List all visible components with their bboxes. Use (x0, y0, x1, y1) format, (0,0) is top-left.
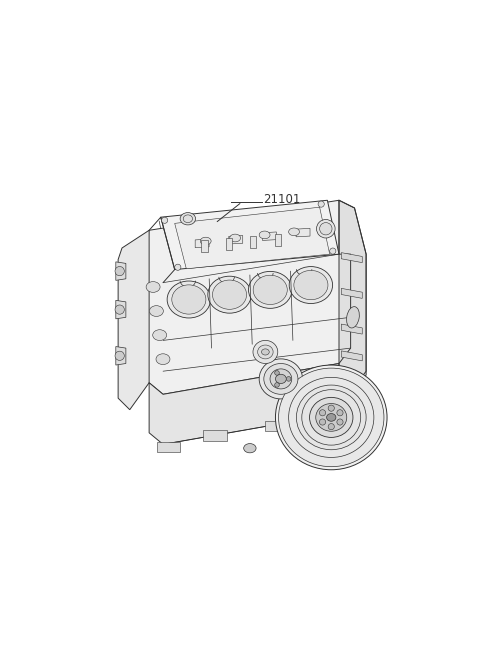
Polygon shape (229, 236, 243, 244)
Polygon shape (116, 262, 126, 280)
Polygon shape (116, 301, 126, 319)
Ellipse shape (258, 345, 273, 359)
Ellipse shape (259, 359, 302, 399)
Ellipse shape (153, 329, 167, 341)
Ellipse shape (278, 368, 384, 466)
Ellipse shape (316, 403, 347, 431)
Ellipse shape (318, 201, 324, 207)
Ellipse shape (115, 305, 124, 314)
Ellipse shape (180, 213, 196, 225)
Ellipse shape (286, 377, 291, 381)
Ellipse shape (347, 307, 360, 328)
Ellipse shape (320, 223, 332, 235)
Polygon shape (250, 236, 256, 248)
Ellipse shape (319, 419, 325, 425)
Polygon shape (296, 229, 310, 237)
Ellipse shape (115, 351, 124, 360)
Polygon shape (149, 200, 350, 394)
Ellipse shape (175, 264, 181, 271)
Ellipse shape (276, 374, 286, 384)
Ellipse shape (253, 275, 287, 305)
Ellipse shape (275, 371, 279, 375)
Ellipse shape (264, 364, 298, 394)
Ellipse shape (289, 267, 333, 303)
Ellipse shape (337, 419, 343, 425)
Ellipse shape (296, 385, 366, 450)
Ellipse shape (328, 424, 335, 430)
Polygon shape (341, 288, 362, 299)
Ellipse shape (149, 306, 163, 316)
Ellipse shape (208, 276, 251, 313)
Ellipse shape (337, 409, 343, 416)
Polygon shape (118, 231, 163, 409)
Ellipse shape (276, 365, 387, 470)
Polygon shape (341, 351, 362, 361)
Ellipse shape (310, 398, 353, 438)
Polygon shape (265, 421, 288, 431)
Ellipse shape (172, 285, 206, 314)
Ellipse shape (262, 349, 269, 355)
Polygon shape (341, 253, 362, 263)
Ellipse shape (213, 280, 247, 309)
Polygon shape (161, 200, 339, 270)
Ellipse shape (253, 341, 278, 364)
Polygon shape (157, 442, 180, 452)
Ellipse shape (316, 219, 335, 238)
Polygon shape (202, 240, 208, 252)
Ellipse shape (167, 281, 211, 318)
Ellipse shape (249, 271, 292, 309)
Ellipse shape (146, 282, 160, 292)
Polygon shape (116, 346, 126, 365)
Text: 21101: 21101 (263, 193, 300, 206)
Ellipse shape (259, 231, 270, 239)
Polygon shape (339, 200, 366, 413)
Polygon shape (341, 324, 362, 334)
Polygon shape (195, 239, 209, 248)
Ellipse shape (270, 369, 292, 389)
Polygon shape (263, 232, 276, 240)
Ellipse shape (156, 354, 170, 365)
Ellipse shape (294, 271, 328, 300)
Polygon shape (275, 234, 281, 246)
Ellipse shape (275, 383, 279, 387)
Ellipse shape (288, 228, 300, 236)
Ellipse shape (244, 443, 256, 453)
Ellipse shape (230, 234, 240, 242)
Ellipse shape (115, 267, 124, 276)
Ellipse shape (328, 405, 335, 411)
Ellipse shape (326, 413, 336, 421)
Ellipse shape (319, 409, 325, 416)
Ellipse shape (162, 217, 168, 223)
Ellipse shape (200, 237, 211, 245)
Polygon shape (175, 207, 330, 269)
Ellipse shape (330, 248, 336, 254)
Polygon shape (149, 348, 350, 444)
Polygon shape (204, 430, 227, 441)
Polygon shape (226, 238, 232, 250)
